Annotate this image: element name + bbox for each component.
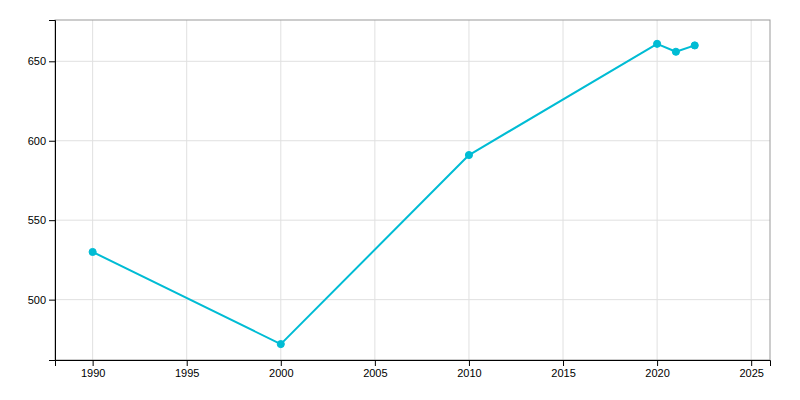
x-tick: 2005 bbox=[363, 360, 387, 379]
x-tick-label: 1995 bbox=[175, 367, 199, 379]
data-point bbox=[89, 248, 96, 255]
x-tick: 2010 bbox=[457, 360, 481, 379]
y-tick-mark bbox=[49, 61, 55, 62]
x-tick-mark bbox=[187, 360, 188, 366]
y-tick-label: 600 bbox=[28, 135, 46, 147]
x-tick: 1990 bbox=[81, 360, 105, 379]
x-tick-mark bbox=[469, 360, 470, 366]
data-point bbox=[672, 48, 679, 55]
x-tick-mark bbox=[751, 360, 752, 366]
y-axis-line bbox=[49, 21, 56, 361]
plot-frame bbox=[55, 20, 770, 360]
grid-line-y bbox=[55, 61, 770, 62]
x-tick-mark bbox=[93, 360, 94, 366]
grid-line-x bbox=[374, 20, 375, 360]
x-tick: 2000 bbox=[269, 360, 293, 379]
grid-line-x bbox=[92, 20, 93, 360]
grid-line-y bbox=[55, 299, 770, 300]
x-tick-label: 2000 bbox=[269, 367, 293, 379]
grid-line-y bbox=[55, 220, 770, 221]
data-point bbox=[691, 42, 698, 49]
grid-line-x bbox=[751, 20, 752, 360]
y-tick-label: 500 bbox=[28, 294, 46, 306]
x-tick-label: 2015 bbox=[551, 367, 575, 379]
x-tick-mark bbox=[657, 360, 658, 366]
y-tick-label: 550 bbox=[28, 214, 46, 226]
x-tick-mark bbox=[281, 360, 282, 366]
y-tick: 550 bbox=[28, 214, 55, 226]
grid-line-x bbox=[657, 20, 658, 360]
y-tick-mark bbox=[49, 220, 55, 221]
y-tick: 600 bbox=[28, 135, 55, 147]
grid-line-x bbox=[563, 20, 564, 360]
grid bbox=[55, 20, 770, 360]
x-tick-mark bbox=[375, 360, 376, 366]
x-tick: 2025 bbox=[739, 360, 763, 379]
grid-line-x bbox=[186, 20, 187, 360]
x-tick-label: 2025 bbox=[739, 367, 763, 379]
y-tick: 650 bbox=[28, 55, 55, 67]
x-tick: 1995 bbox=[175, 360, 199, 379]
y-axis: 500 550 600 650 bbox=[28, 21, 56, 361]
chart-svg: 1990 1995 2000 2005 2010 2015 2020 2025 500 550 60… bbox=[0, 0, 800, 400]
y-tick: 500 bbox=[28, 294, 55, 306]
y-tick-mark bbox=[49, 300, 55, 301]
x-tick: 2015 bbox=[551, 360, 575, 379]
data-layer bbox=[89, 40, 698, 347]
x-tick-label: 2010 bbox=[457, 367, 481, 379]
chart-container: 1990 1995 2000 2005 2010 2015 2020 2025 500 550 60… bbox=[0, 0, 800, 400]
data-point bbox=[465, 151, 472, 158]
grid-line-y bbox=[55, 140, 770, 141]
grid-line-x bbox=[468, 20, 469, 360]
data-point bbox=[277, 341, 284, 348]
x-tick-label: 1990 bbox=[81, 367, 105, 379]
x-tick-mark bbox=[563, 360, 564, 366]
data-line bbox=[93, 44, 695, 344]
y-tick-label: 650 bbox=[28, 55, 46, 67]
x-tick: 2020 bbox=[645, 360, 669, 379]
data-point bbox=[654, 40, 661, 47]
x-axis: 1990 1995 2000 2005 2010 2015 2020 2025 bbox=[56, 360, 771, 379]
plot-area: 1990 1995 2000 2005 2010 2015 2020 2025 500 550 60… bbox=[28, 20, 771, 379]
x-axis-line bbox=[56, 361, 771, 367]
y-tick-mark bbox=[49, 141, 55, 142]
grid-line-x bbox=[280, 20, 281, 360]
x-tick-label: 2020 bbox=[645, 367, 669, 379]
x-tick-label: 2005 bbox=[363, 367, 387, 379]
